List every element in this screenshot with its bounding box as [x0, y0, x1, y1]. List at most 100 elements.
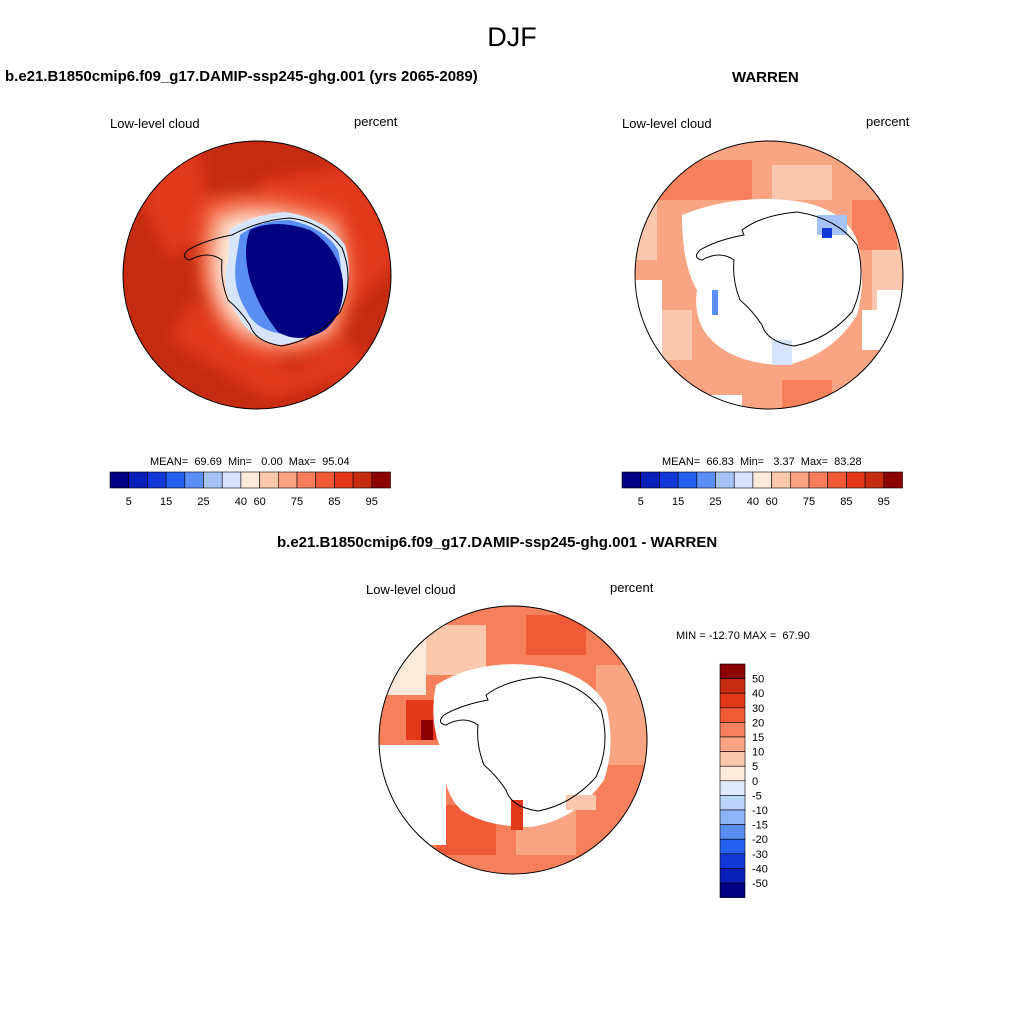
diff-colorbar-label: -5: [752, 790, 762, 802]
obs-colorbar-box: [827, 471, 847, 489]
diff-colorbar-label: 10: [752, 747, 764, 759]
model-map-border: [122, 140, 392, 410]
obs-colorbar-label: 5: [638, 496, 644, 508]
model-colorbar-box: [109, 471, 130, 489]
obs-colorbar-box: [733, 471, 754, 489]
diff-colorbar-box: [719, 853, 746, 869]
model-panel-title: b.e21.B1850cmip6.f09_g17.DAMIP-ssp245-gh…: [5, 68, 478, 85]
obs-colorbar-box: [808, 471, 829, 489]
obs-colorbar-label: 40: [747, 496, 759, 508]
obs-colorbar-box: [659, 471, 679, 489]
model-colorbar-box: [352, 471, 373, 489]
model-colorbar-box: [296, 471, 317, 489]
model-colorbar-label: 95: [366, 496, 378, 508]
obs-colorbar-box: [752, 471, 772, 489]
model-colorbar-box: [371, 471, 391, 489]
model-colorbar-label: 15: [160, 496, 172, 508]
obs-colorbar-box: [771, 471, 791, 489]
diff-stats: MIN = -12.70 MAX = 67.90: [676, 630, 810, 642]
model-units-label: percent: [354, 114, 398, 129]
model-variable-label: Low-level cloud: [110, 116, 200, 131]
obs-colorbar-box: [640, 471, 660, 489]
obs-colorbar-box: [846, 471, 866, 489]
diff-colorbar-label: 0: [752, 776, 758, 788]
diff-panel-title: b.e21.B1850cmip6.f09_g17.DAMIP-ssp245-gh…: [277, 534, 718, 551]
obs-colorbar-label: 25: [709, 496, 721, 508]
diff-colorbar-label: -50: [752, 878, 768, 890]
obs-variable-label: Low-level cloud: [622, 116, 712, 131]
model-ice-core: [246, 224, 344, 339]
model-colorbar-box: [315, 471, 335, 489]
model-colorbar-label: 25: [197, 496, 209, 508]
diff-colorbar-label: 15: [752, 732, 764, 744]
model-colorbar-box: [147, 471, 167, 489]
diff-polar-map: [378, 605, 648, 875]
obs-colorbar-box: [677, 471, 698, 489]
model-colorbar-box: [221, 471, 242, 489]
obs-colorbar-box: [715, 471, 735, 489]
diff-colorbar-box: [719, 824, 746, 840]
model-colorbar-box: [184, 471, 204, 489]
diff-units-label: percent: [610, 580, 654, 595]
model-colorbar-label: 40: [235, 496, 247, 508]
model-colorbar-box: [240, 471, 260, 489]
diff-colorbar-box: [719, 736, 746, 752]
diff-colorbar-label: -20: [752, 834, 768, 846]
obs-colorbar-label: 95: [878, 496, 890, 508]
obs-colorbar-box: [790, 471, 810, 489]
model-colorbar: 5 15 25 40 60 75 85 95: [109, 471, 391, 508]
diff-colorbar-label: -10: [752, 805, 768, 817]
model-colorbar-label: 5: [126, 496, 132, 508]
obs-colorbar-label: 75: [803, 496, 815, 508]
diff-colorbar-label: 40: [752, 688, 764, 700]
diff-colorbar-box: [719, 663, 746, 679]
model-colorbar-box: [334, 471, 354, 489]
diff-map-border: [378, 605, 648, 875]
diff-colorbar-box: [719, 765, 746, 782]
obs-colorbar-box: [696, 471, 716, 489]
obs-missing-data: [682, 199, 862, 365]
diff-colorbar-box: [719, 809, 746, 825]
model-stats: MEAN= 69.69 Min= 0.00 Max= 95.04: [150, 456, 350, 468]
figure-title: DJF: [487, 22, 537, 52]
diff-colorbar-label: -15: [752, 820, 768, 832]
model-coastline: [184, 217, 349, 347]
diff-colorbar-box: [719, 780, 746, 796]
diff-colorbar-label: -30: [752, 849, 768, 861]
diff-colorbar-box: [719, 722, 746, 738]
model-colorbar-box: [128, 471, 148, 489]
diff-colorbar-box: [719, 838, 746, 855]
diff-colorbar-label: 20: [752, 717, 764, 729]
model-colorbar-label: 60: [253, 496, 265, 508]
model-colorbar-label: 75: [291, 496, 303, 508]
diff-colorbar-label: -40: [752, 863, 768, 875]
obs-polar-map: [634, 140, 904, 410]
model-colorbar-label: 85: [328, 496, 340, 508]
obs-colorbar-label: 15: [672, 496, 684, 508]
diff-colorbar-box: [719, 795, 746, 811]
diff-colorbar-label: 30: [752, 703, 764, 715]
obs-colorbar-box: [864, 471, 885, 489]
obs-colorbar-box: [621, 471, 642, 489]
model-polar-map: [122, 140, 392, 410]
diff-colorbar-box: [719, 751, 746, 767]
diff-colorbar-label: 5: [752, 761, 758, 773]
model-colorbar-box: [203, 471, 223, 489]
model-colorbar-box: [165, 471, 186, 489]
obs-colorbar-label: 60: [765, 496, 777, 508]
model-colorbar-box: [259, 471, 279, 489]
diff-colorbar-box: [719, 882, 746, 898]
obs-stats: MEAN= 66.83 Min= 3.37 Max= 83.28: [662, 456, 862, 468]
obs-colorbar-box: [883, 471, 903, 489]
obs-colorbar-label: 85: [840, 496, 852, 508]
obs-colorbar: 5 15 25 40 60 75 85 95: [621, 471, 903, 508]
diff-colorbar-box: [719, 868, 746, 884]
obs-units-label: percent: [866, 114, 910, 129]
diff-colorbar-box: [719, 707, 746, 723]
diff-variable-label: Low-level cloud: [366, 582, 456, 597]
diff-colorbar-label: 50: [752, 674, 764, 686]
diff-missing-data: [433, 664, 611, 827]
diff-colorbar-box: [719, 692, 746, 709]
model-colorbar-box: [278, 471, 298, 489]
